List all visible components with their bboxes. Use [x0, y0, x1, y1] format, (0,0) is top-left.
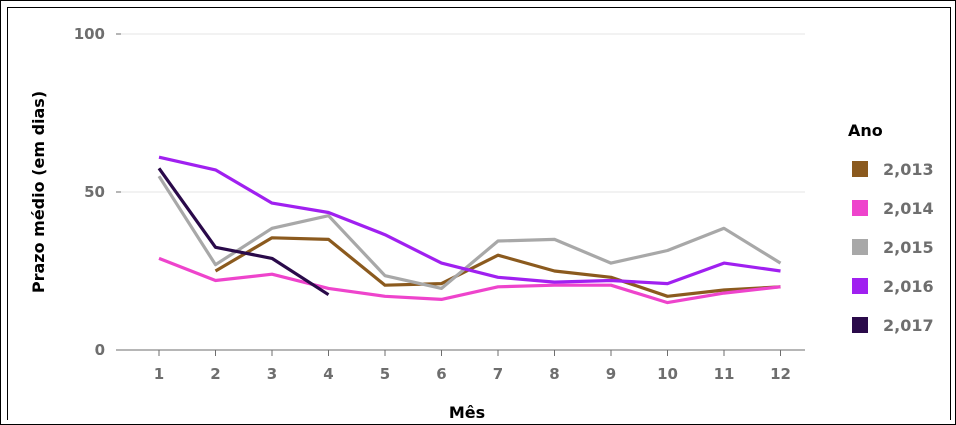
- series-line-2014: [158, 256, 781, 305]
- legend-swatch: [852, 161, 868, 177]
- grid-lines: [121, 33, 805, 193]
- series-line-2017: [157, 167, 330, 297]
- legend-swatch: [852, 200, 868, 216]
- x-tick-label: 12: [770, 365, 791, 383]
- series-lines: [157, 155, 782, 305]
- x-tick-label: 11: [714, 365, 735, 383]
- legend-swatch: [852, 278, 868, 294]
- legend-title: Ano: [848, 121, 883, 140]
- series-line-2013: [214, 236, 781, 298]
- legend: Ano 2,013 2,014 2,015 2,016 2,017: [848, 121, 934, 335]
- x-tick-label: 4: [323, 365, 333, 383]
- legend-swatch: [852, 317, 868, 333]
- x-tick-label: 5: [380, 365, 390, 383]
- series-line-2015: [157, 175, 782, 290]
- legend-swatch: [852, 239, 868, 255]
- x-tick-label: 8: [549, 365, 559, 383]
- y-tick-label: 0: [95, 341, 105, 359]
- y-tick-label: 100: [74, 25, 105, 43]
- legend-label: 2,015: [883, 238, 934, 257]
- x-tick-label: 3: [267, 365, 277, 383]
- series-line-2016: [158, 155, 781, 286]
- x-axis-title: Mês: [449, 403, 485, 422]
- legend-label: 2,017: [883, 316, 934, 335]
- x-tick-label: 7: [493, 365, 503, 383]
- x-tick-label: 9: [606, 365, 616, 383]
- x-tick-label: 2: [210, 365, 220, 383]
- x-tick-label: 1: [154, 365, 164, 383]
- y-axis-title: Prazo médio (em dias): [29, 91, 48, 293]
- x-tick-label: 10: [657, 365, 678, 383]
- legend-label: 2,016: [883, 277, 934, 296]
- x-tick-label: 6: [436, 365, 446, 383]
- chart-inner-border: [7, 7, 951, 420]
- legend-label: 2,014: [883, 199, 934, 218]
- legend-label: 2,013: [883, 160, 934, 179]
- y-tick-label: 50: [84, 183, 105, 201]
